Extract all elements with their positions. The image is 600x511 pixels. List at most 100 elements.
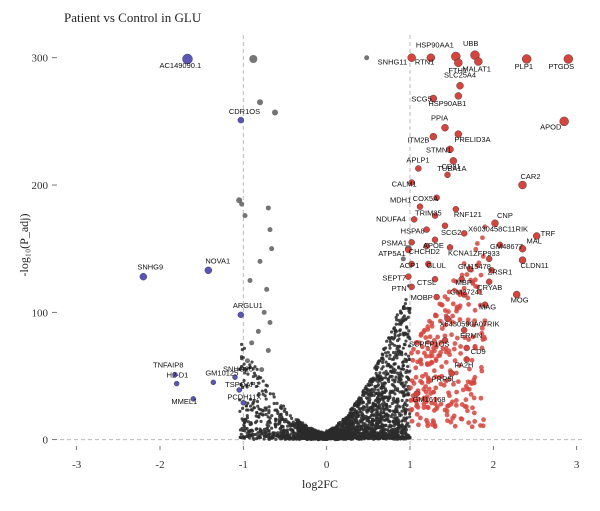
gene-point: [388, 404, 392, 409]
gene-point: [395, 371, 400, 375]
gene-point: [299, 436, 303, 440]
gene-point: [241, 355, 245, 360]
gene-point: [463, 397, 469, 403]
gene-point: [246, 401, 250, 405]
gene-point-chchd2: [423, 242, 430, 250]
gene-point: [477, 289, 482, 295]
gene-point: [425, 405, 431, 411]
gene-point: [267, 227, 273, 233]
gene-point: [361, 400, 365, 404]
gene-point: [361, 408, 365, 412]
gene-point: [413, 374, 419, 380]
gene-label-cldn11: CLDN11: [521, 261, 549, 270]
gene-point: [255, 419, 259, 423]
gene-point: [361, 405, 366, 409]
gene-point: [236, 197, 243, 204]
gene-point: [264, 432, 268, 436]
gene-point: [455, 379, 461, 385]
gene-point: [398, 371, 403, 375]
gene-point: [269, 246, 275, 252]
gene-point: [385, 404, 389, 408]
gene-point: [433, 385, 439, 391]
gene-point: [425, 339, 431, 345]
gene-point: [393, 329, 397, 333]
gene-point-ptgds: [563, 54, 574, 64]
x-axis-ticks: -3 -2 -1 0 1 2 3: [72, 446, 580, 471]
gene-point: [382, 415, 386, 419]
gene-point: [389, 414, 393, 419]
gene-point: [262, 429, 267, 433]
gene-point: [276, 411, 280, 416]
gene-point: [472, 307, 478, 313]
gene-point: [381, 432, 385, 436]
x-axis-label: log2FC: [302, 477, 338, 491]
gene-point: [296, 428, 300, 432]
gene-point-ctsl: [431, 276, 439, 283]
x-tick-label: -2: [155, 459, 164, 471]
gene-point: [238, 367, 242, 371]
gene-label-itm2b: ITM2B: [407, 136, 429, 145]
gene-label-cd9: CD9: [471, 347, 486, 356]
gene-point: [276, 422, 280, 426]
gene-point: [380, 393, 384, 397]
gene-label-slc25a4: SLC25A4: [444, 71, 476, 80]
gene-point-atp5a1: [405, 246, 412, 254]
gene-point: [401, 346, 405, 350]
gene-point: [404, 427, 409, 432]
y-tick-label: 200: [32, 180, 49, 192]
gene-point: [400, 318, 404, 322]
gene-point: [247, 436, 252, 440]
gene-point: [393, 392, 397, 396]
gene-point: [370, 422, 374, 426]
gene-point: [387, 336, 391, 340]
gene-point: [365, 405, 369, 409]
gene-point-snhg20: [232, 374, 238, 380]
gene-point: [246, 420, 250, 424]
gene-point: [381, 360, 385, 365]
gene-point: [388, 346, 392, 350]
gene-point: [415, 396, 421, 402]
gene-point: [373, 387, 377, 391]
gene-point: [462, 404, 468, 409]
gene-point: [390, 365, 394, 369]
gene-point: [377, 391, 381, 395]
gene-point: [365, 417, 370, 422]
gene-point: [371, 377, 375, 382]
gene-point: [390, 390, 394, 395]
gene-point: [279, 426, 283, 430]
gene-point: [258, 427, 262, 431]
gene-label-mag: MAG: [479, 303, 496, 312]
gene-point: [402, 342, 407, 346]
gene-point: [459, 416, 465, 422]
gene-point: [385, 372, 390, 376]
gene-point: [445, 418, 450, 424]
gene-point: [394, 315, 398, 319]
gene-point: [248, 363, 252, 367]
gene-point: [375, 436, 380, 440]
gene-point: [271, 431, 275, 435]
gene-point: [450, 313, 456, 319]
gene-point: [401, 427, 405, 432]
gene-point: [475, 262, 480, 268]
gene-point: [356, 403, 360, 407]
gene-point: [471, 380, 477, 386]
gene-label-h2-d1: H2-D1: [167, 371, 189, 380]
gene-point: [395, 318, 399, 322]
gene-label-cox5a: COX5A: [413, 194, 438, 203]
gene-point: [390, 374, 394, 379]
gene-point: [310, 430, 314, 434]
gene-point: [381, 436, 385, 441]
gene-point: [278, 420, 282, 424]
gene-point: [257, 381, 261, 385]
gene-point: [472, 418, 478, 424]
gene-point: [373, 424, 377, 428]
gene-point: [373, 403, 377, 407]
gene-point: [245, 413, 249, 418]
gene-point: [471, 410, 477, 416]
gene-point: [272, 109, 278, 116]
gene-point: [383, 395, 387, 400]
gene-point: [393, 378, 397, 382]
gene-point: [297, 425, 302, 429]
gene-point: [400, 434, 404, 438]
